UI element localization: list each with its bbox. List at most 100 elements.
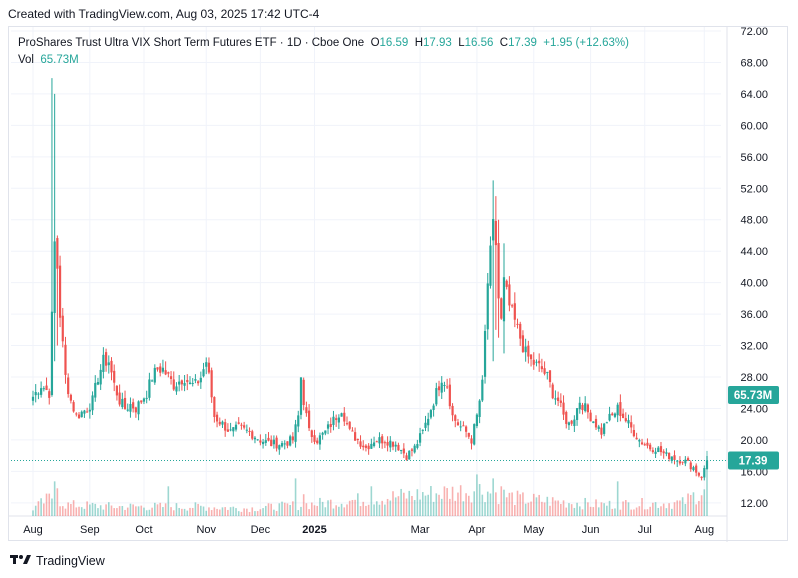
candle-body — [45, 385, 48, 391]
candle-body — [64, 344, 67, 375]
candle-body — [164, 370, 167, 375]
candle-body — [126, 409, 129, 411]
candle-body — [613, 413, 617, 417]
volume-bar — [197, 503, 199, 516]
volume-bar — [403, 492, 405, 516]
candle-body — [253, 437, 257, 440]
volume-bar — [137, 506, 140, 516]
candle-body — [310, 430, 313, 437]
x-tick-label: Nov — [196, 524, 216, 536]
candle-body — [456, 422, 460, 426]
candle-body — [104, 352, 108, 366]
volume-bar — [443, 486, 446, 516]
candle-body — [207, 362, 211, 373]
candle-body — [635, 437, 638, 440]
volume-bar — [505, 497, 508, 516]
candle-body — [592, 421, 595, 423]
volume-bar — [121, 505, 124, 516]
volume-bar — [351, 500, 354, 516]
volume-bar — [302, 494, 305, 516]
candle-body — [77, 414, 81, 419]
candle-body — [386, 441, 389, 446]
volume-bar — [554, 500, 557, 516]
volume-bar — [514, 504, 516, 516]
candle-body — [559, 400, 562, 403]
volume-bar — [340, 503, 343, 516]
volume-bar — [354, 499, 356, 516]
candle-body — [378, 437, 381, 444]
candle-body — [432, 405, 435, 410]
candle-body — [215, 414, 219, 422]
volume-bar — [151, 507, 153, 516]
candle-body — [410, 449, 414, 451]
chart-frame[interactable]: 72.00 68.00 64.00 60.00 56.00 52.00 48.00 44.00… — [8, 26, 789, 542]
candle-body — [705, 460, 709, 470]
candle-body — [597, 426, 600, 429]
candle-body — [199, 377, 202, 383]
volume-bar — [405, 498, 408, 516]
candle-body — [695, 465, 698, 473]
volume-bar — [162, 507, 164, 516]
candle-body — [448, 384, 451, 407]
candle-body — [316, 440, 319, 444]
candle-body — [37, 393, 40, 395]
candle-body — [546, 371, 549, 373]
candle-body — [259, 440, 262, 443]
volume-bar — [451, 486, 454, 516]
volume-bar — [348, 500, 351, 516]
volume-bar — [681, 497, 684, 516]
candle-body — [440, 382, 443, 393]
volume-bar — [619, 509, 622, 516]
candle-body — [538, 360, 541, 364]
candle-body — [151, 380, 154, 382]
candle-body — [649, 444, 652, 450]
candle-body — [180, 380, 183, 385]
volume-bar — [622, 501, 624, 516]
candle-body — [481, 379, 484, 401]
legend-close-label: C — [499, 37, 509, 49]
volume-bar — [700, 495, 703, 516]
volume-bar — [75, 507, 78, 516]
x-tick-label: 2025 — [302, 524, 326, 536]
volume-bar — [270, 503, 273, 516]
candle-body — [50, 311, 54, 396]
candle-body — [464, 426, 468, 432]
volume-bar — [432, 501, 435, 516]
candle-body — [689, 462, 692, 470]
candle-body — [145, 397, 148, 399]
volume-bar — [362, 501, 365, 516]
legend-symbol[interactable]: ProShares Trust Ultra VIX Short Term Fut… — [18, 37, 365, 49]
candle-body — [213, 397, 216, 417]
volume-bar — [172, 510, 175, 516]
volume-bar — [503, 489, 505, 516]
candle-body — [567, 422, 571, 426]
volume-bar — [492, 478, 494, 516]
volume-bar — [78, 506, 80, 516]
volume-bar — [616, 481, 619, 516]
volume-bar — [530, 501, 532, 516]
candlestick-chart[interactable]: 72.00 68.00 64.00 60.00 56.00 52.00 48.00 44.00… — [9, 27, 789, 542]
volume-bar — [259, 509, 262, 516]
candle-body — [543, 368, 546, 374]
volume-bar — [67, 502, 69, 516]
volume-bar — [649, 506, 651, 516]
volume-bar — [652, 502, 654, 516]
volume-bar — [216, 508, 218, 516]
candle-body — [264, 440, 267, 443]
volume-bar — [386, 498, 389, 516]
volume-bar — [229, 507, 232, 516]
volume-bar — [646, 509, 649, 516]
candle-body — [554, 398, 557, 400]
volume-bar — [357, 493, 359, 516]
volume-bar — [565, 507, 568, 516]
volume-bar — [454, 500, 457, 516]
candle-body — [335, 418, 338, 420]
candle-body — [94, 382, 97, 398]
candle-body — [640, 442, 644, 445]
volume-bar — [695, 504, 697, 516]
candle-body — [113, 370, 116, 383]
candle-body — [224, 422, 227, 431]
volume-bar — [673, 502, 676, 516]
candle-body — [400, 449, 403, 451]
tradingview-brand[interactable]: TradingView — [10, 553, 105, 568]
